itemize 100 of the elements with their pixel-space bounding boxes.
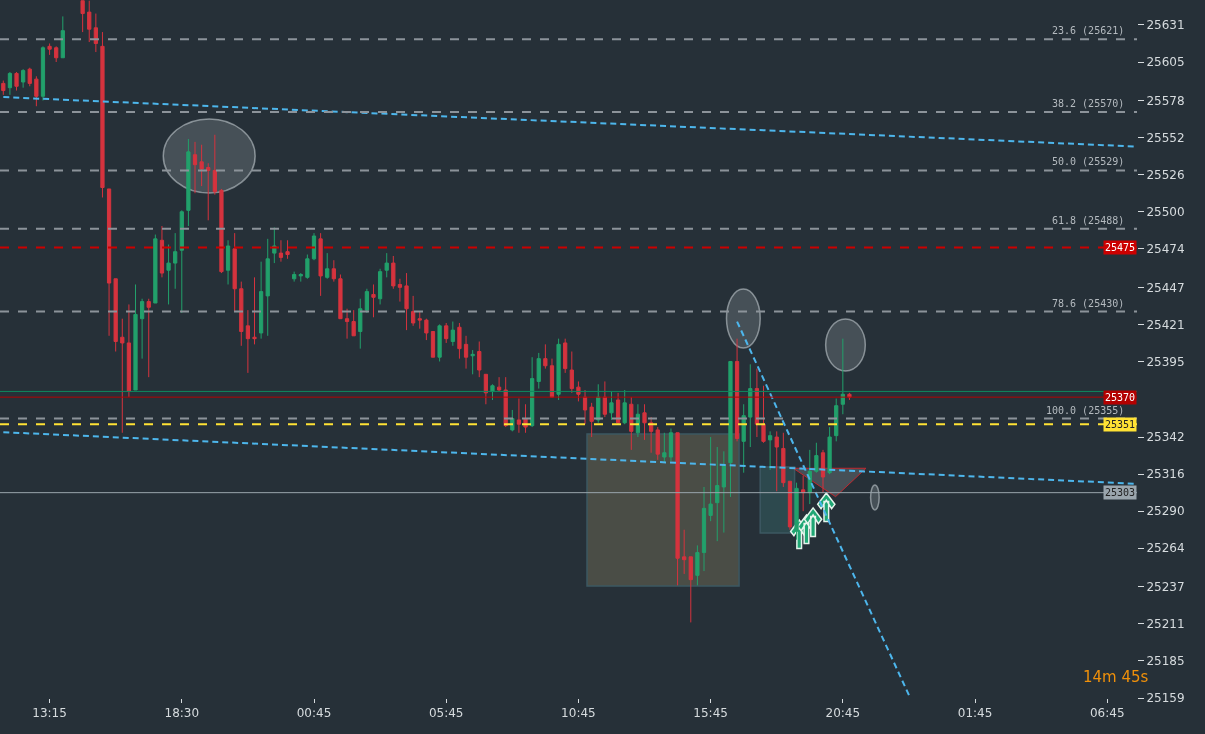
candlestick xyxy=(93,13,98,53)
ref-line-label: 100.0 (25355) xyxy=(1046,405,1125,416)
candlestick xyxy=(206,162,211,221)
candlestick xyxy=(338,273,343,320)
candlestick xyxy=(483,373,488,405)
y-tick-label: 25342 xyxy=(1146,430,1185,445)
candlestick xyxy=(827,426,832,475)
x-tick-label: 05:45 xyxy=(428,706,464,721)
candlestick xyxy=(159,225,165,278)
candlestick xyxy=(708,436,713,522)
candlestick xyxy=(219,188,224,274)
candlestick xyxy=(397,278,403,303)
candlestick xyxy=(364,288,369,314)
candlestick xyxy=(166,244,171,305)
y-tick-label: 25211 xyxy=(1146,617,1185,632)
candlestick xyxy=(225,239,231,285)
candlestick xyxy=(153,234,158,304)
y-tick-label: 25237 xyxy=(1146,579,1185,594)
candlestick xyxy=(100,31,105,198)
y-tick-label: 25316 xyxy=(1146,467,1185,482)
ref-line-label: 78.6 (25430) xyxy=(1052,298,1125,309)
candlestick xyxy=(496,376,502,392)
x-tick-label: 00:45 xyxy=(296,706,332,721)
candlestick xyxy=(569,351,574,394)
candlestick xyxy=(47,42,52,56)
y-tick-label: 25605 xyxy=(1146,55,1185,70)
candlestick xyxy=(245,309,251,374)
candlestick xyxy=(411,295,416,327)
candlestick xyxy=(668,428,674,462)
x-tick-label: 15:45 xyxy=(693,706,728,721)
candlestick xyxy=(430,331,436,358)
candlestick xyxy=(54,45,59,63)
candlestick xyxy=(404,272,409,331)
y-tick-label: 25290 xyxy=(1146,504,1185,519)
x-tick-label: 18:30 xyxy=(164,706,200,721)
ref-line-label: 23.6 (25621) xyxy=(1052,25,1125,36)
candlestick xyxy=(741,403,746,474)
candlestick xyxy=(602,380,607,418)
candlestick xyxy=(748,363,753,448)
candlestick xyxy=(688,556,693,623)
candlestick xyxy=(768,430,773,471)
candlestick xyxy=(120,318,125,434)
candlestick xyxy=(7,71,13,96)
candlestick xyxy=(814,442,819,474)
candlestick xyxy=(536,352,541,390)
y-tick-label: 25185 xyxy=(1146,654,1185,669)
candlestick xyxy=(1,80,6,96)
candlestick xyxy=(80,0,85,33)
candlestick xyxy=(239,281,244,347)
candlestick xyxy=(292,271,297,283)
candlestick xyxy=(285,239,290,260)
candlestick xyxy=(258,261,264,340)
x-tick-label: 10:45 xyxy=(561,706,596,721)
candlestick xyxy=(21,68,26,89)
candlestick xyxy=(126,303,132,398)
candlestick xyxy=(140,298,145,360)
y-tick-label: 25526 xyxy=(1146,167,1185,182)
candlestick xyxy=(530,356,535,428)
candlestick xyxy=(490,383,495,401)
candlestick xyxy=(331,259,336,283)
candlestick xyxy=(787,480,793,531)
candlestick xyxy=(609,390,614,421)
candlestick xyxy=(252,276,257,345)
candlestick xyxy=(437,323,442,362)
candlestick xyxy=(457,322,462,360)
candlestick xyxy=(265,238,270,337)
candlestick xyxy=(358,298,363,350)
candlestick xyxy=(60,15,65,59)
candlestick xyxy=(232,232,237,313)
candlestick xyxy=(682,529,687,575)
candlestick xyxy=(840,338,845,415)
candlestick xyxy=(192,141,198,194)
candlestick xyxy=(199,144,204,187)
candlestick xyxy=(642,403,647,441)
y-tick-label: 25578 xyxy=(1146,93,1185,108)
candlestick xyxy=(391,255,396,290)
y-tick-label: 25447 xyxy=(1146,280,1185,295)
candlestick xyxy=(582,389,588,425)
candlestick xyxy=(298,272,303,283)
candlestick xyxy=(351,309,356,337)
candlestick xyxy=(556,338,561,401)
y-tick-label: 25395 xyxy=(1146,354,1185,369)
candlestick xyxy=(40,45,46,102)
x-tick-label: 01:45 xyxy=(957,706,993,721)
candlestick xyxy=(34,75,39,107)
y-tick-label: 25631 xyxy=(1146,18,1185,33)
candlestick xyxy=(589,402,594,438)
x-tick-label: 06:45 xyxy=(1089,706,1125,721)
candlestick xyxy=(549,358,555,398)
candlestick xyxy=(477,341,482,378)
candlestick xyxy=(133,283,138,391)
candlestick xyxy=(325,252,330,280)
candlestick xyxy=(576,380,581,402)
ref-line-label: 25475 xyxy=(1105,242,1136,253)
candlestick xyxy=(417,311,422,330)
ref-line-label: 61.8 (25488) xyxy=(1052,215,1125,226)
candlestick xyxy=(543,343,548,370)
candlestick xyxy=(146,298,151,378)
candlestick xyxy=(761,385,766,444)
candlestick xyxy=(615,392,621,425)
